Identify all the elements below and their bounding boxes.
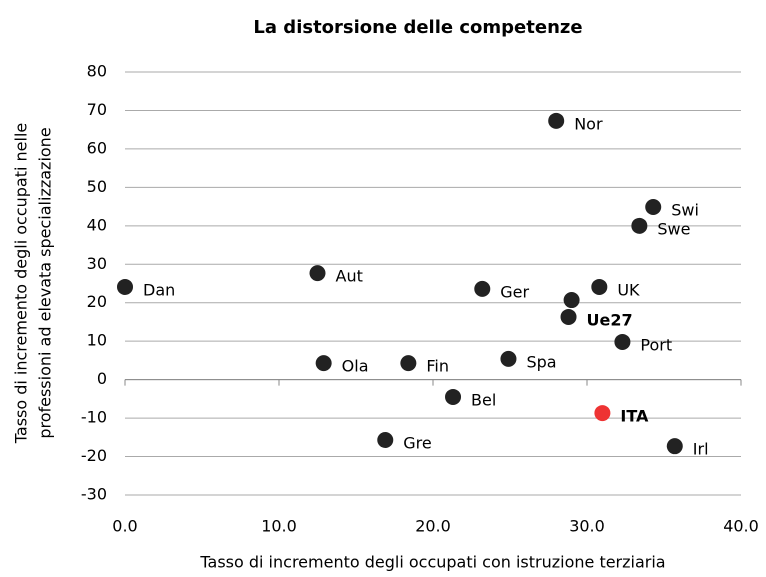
point-label: Dan: [143, 280, 175, 299]
point-label: Aut: [336, 267, 363, 286]
point-label: UK: [617, 280, 640, 299]
point: [591, 278, 608, 295]
point: [631, 217, 648, 234]
y-tick-label: 30: [87, 254, 107, 273]
y-tick-label: 40: [87, 215, 107, 234]
y-tick-label: 50: [87, 177, 107, 196]
x-tick-label: 10.0: [261, 517, 297, 536]
point-label: Spa: [526, 352, 556, 371]
y-tick-label: 0: [97, 369, 107, 388]
point: [560, 308, 577, 325]
point-label: Gre: [403, 434, 431, 453]
point: [645, 198, 662, 215]
point: [309, 265, 326, 282]
x-axis-title: Tasso di incremento degli occupati con i…: [199, 553, 665, 572]
y-tick-label: -20: [81, 446, 107, 465]
x-tick-label: 20.0: [415, 517, 451, 536]
point: [614, 333, 631, 350]
point: [594, 405, 611, 422]
point-label: Swi: [671, 200, 699, 219]
y-tick-label: -10: [81, 408, 107, 427]
point: [563, 292, 580, 309]
point-label: Fin: [426, 357, 449, 376]
point-label: Ger: [500, 282, 529, 301]
chart-title: La distorsione delle competenze: [253, 17, 582, 38]
point: [474, 280, 491, 297]
y-tick-label: 20: [87, 292, 107, 311]
point: [445, 388, 462, 405]
y-axis-title: Tasso di incremento degli occupati nelle: [12, 123, 31, 444]
x-tick-label: 30.0: [569, 517, 605, 536]
y-tick-label: 10: [87, 331, 107, 350]
point-label: Irl: [693, 440, 709, 459]
point: [548, 112, 565, 129]
point-label: Ola: [342, 357, 369, 376]
y-tick-label: 60: [87, 138, 107, 157]
y-axis-title: professioni ad elevata specializzazione: [36, 127, 55, 438]
y-tick-label: 80: [87, 62, 107, 81]
x-tick-label: 0.0: [112, 517, 137, 536]
point-label: Port: [640, 335, 672, 354]
y-tick-label: 70: [87, 100, 107, 119]
point: [666, 438, 683, 455]
point: [400, 355, 417, 372]
x-tick-label: 40.0: [723, 517, 759, 536]
point: [500, 350, 517, 367]
point-label: Nor: [574, 114, 603, 133]
point: [315, 355, 332, 372]
y-tick-label: -30: [81, 485, 107, 504]
point: [117, 278, 133, 295]
point-label: ITA: [620, 407, 649, 426]
point-label: Bel: [471, 390, 496, 409]
point-label: Ue27: [587, 310, 633, 329]
point: [377, 432, 394, 449]
point-label: Swe: [657, 219, 690, 238]
